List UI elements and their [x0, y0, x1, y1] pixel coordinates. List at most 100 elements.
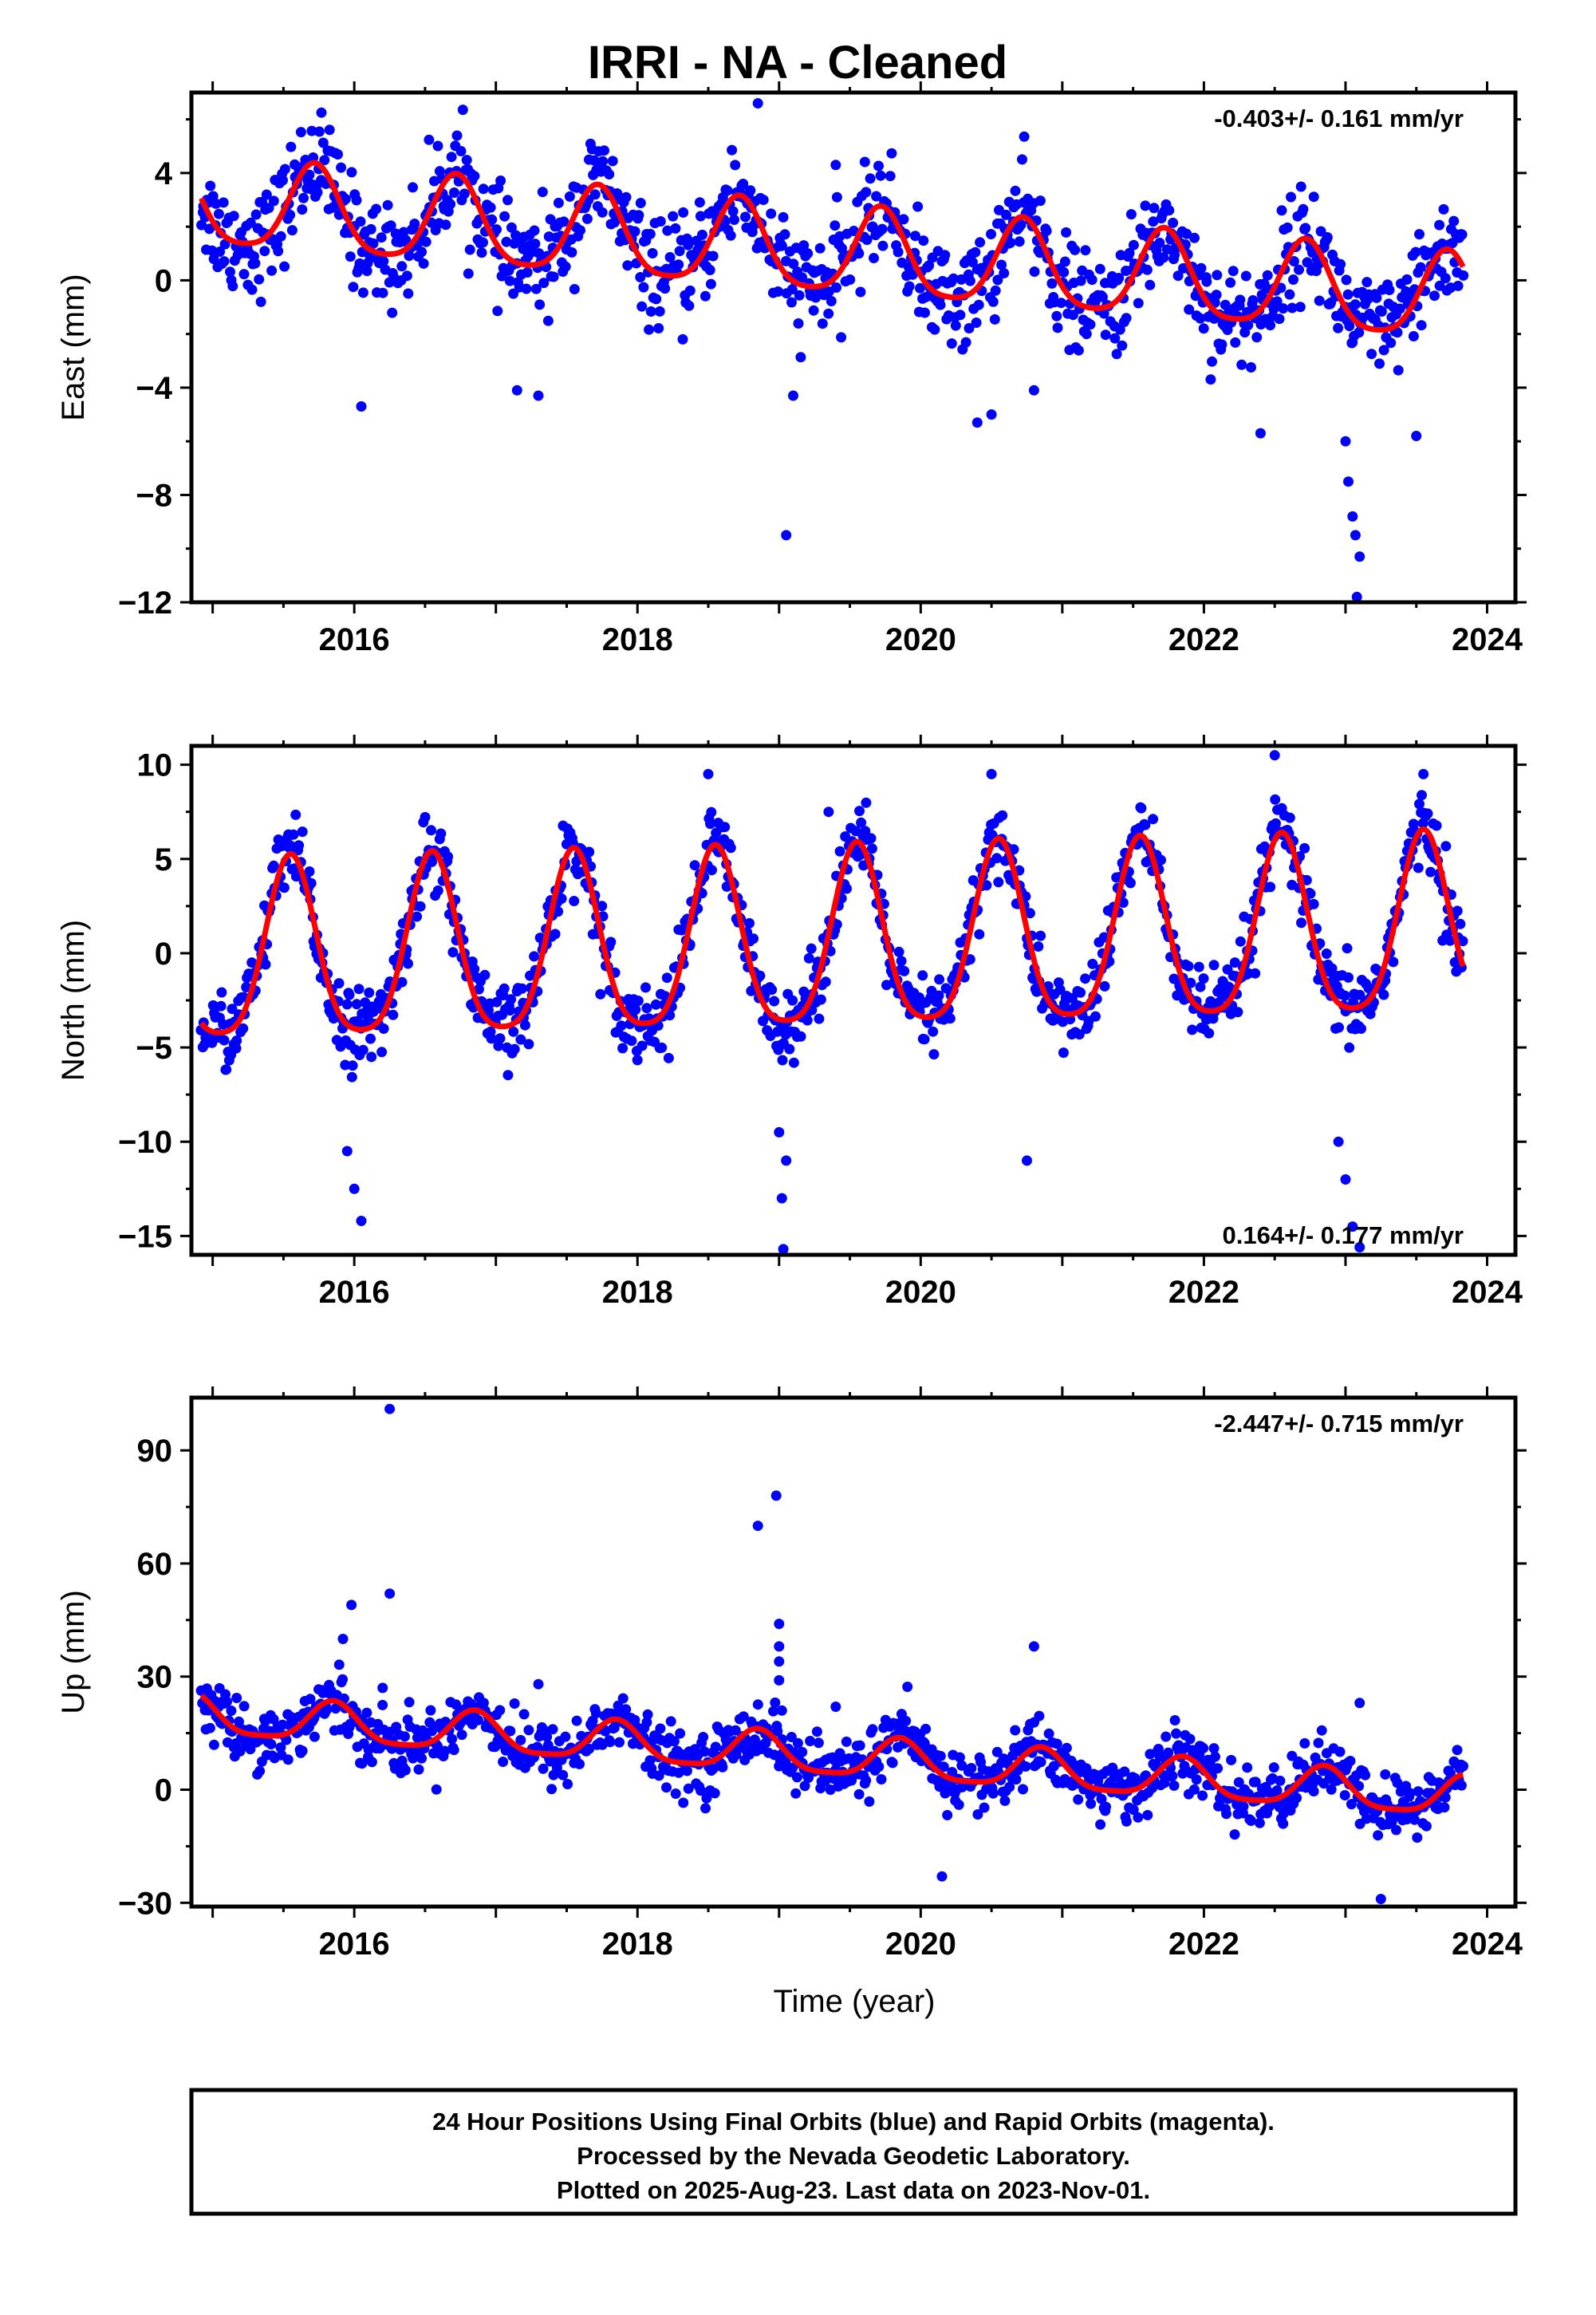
position-point: [828, 1773, 839, 1785]
position-point: [1271, 1785, 1283, 1796]
y-tick-label: 0: [155, 1773, 172, 1808]
position-point: [651, 294, 662, 305]
position-point: [979, 1802, 990, 1813]
position-point: [1356, 1023, 1366, 1034]
position-point: [717, 1761, 728, 1773]
position-point: [919, 1034, 930, 1045]
position-point: [846, 1775, 857, 1786]
position-point: [1225, 277, 1236, 288]
outlier-point: [1375, 1894, 1386, 1904]
position-point: [831, 282, 841, 293]
x-axis-label: Time (year): [774, 1984, 936, 2019]
position-point: [431, 1784, 442, 1795]
position-point: [1140, 200, 1151, 211]
outlier-point: [830, 1702, 841, 1712]
position-point: [706, 807, 717, 818]
position-point: [351, 999, 362, 1010]
position-point: [1458, 1761, 1468, 1772]
position-point: [788, 1057, 799, 1068]
position-point: [1147, 1782, 1158, 1793]
position-point: [727, 206, 739, 217]
position-point: [1334, 1746, 1346, 1757]
position-point: [354, 258, 365, 269]
position-point: [425, 1705, 436, 1716]
position-point: [1156, 854, 1166, 866]
position-point: [814, 243, 826, 254]
position-point: [231, 1043, 242, 1054]
position-point: [254, 274, 265, 285]
position-point: [1414, 799, 1425, 810]
x-tick-label: 2022: [1168, 622, 1239, 657]
position-point: [770, 1697, 781, 1708]
position-point: [305, 877, 317, 889]
position-point: [569, 896, 580, 906]
position-point: [886, 148, 897, 159]
position-point: [873, 160, 884, 172]
position-point: [991, 1746, 1003, 1757]
velocity-label: -0.403+/- 0.161 mm/yr: [1214, 105, 1464, 132]
outlier-point: [781, 530, 792, 541]
position-point: [795, 1031, 806, 1042]
position-point: [1288, 256, 1299, 266]
position-point: [806, 943, 817, 954]
position-point: [1121, 1816, 1132, 1827]
position-point: [1374, 358, 1385, 369]
position-point: [928, 1026, 939, 1037]
position-point: [831, 919, 842, 930]
position-point: [254, 1765, 266, 1777]
position-point: [408, 182, 418, 193]
position-point: [1195, 981, 1206, 992]
position-point: [396, 976, 408, 988]
position-point: [808, 305, 819, 316]
position-point: [605, 937, 617, 948]
position-point: [238, 269, 250, 280]
position-point: [605, 1737, 616, 1748]
position-point: [529, 225, 540, 236]
position-point: [1299, 1737, 1310, 1749]
position-point: [337, 1674, 348, 1685]
position-point: [928, 1049, 940, 1060]
position-point: [478, 183, 489, 195]
position-point: [558, 1769, 569, 1781]
position-point: [707, 865, 717, 876]
position-point: [948, 273, 959, 284]
position-point: [365, 1033, 376, 1044]
position-point: [304, 169, 315, 180]
position-point: [1086, 274, 1097, 286]
position-point: [826, 296, 837, 306]
position-point: [345, 251, 356, 262]
position-point: [443, 851, 454, 862]
position-point: [784, 1043, 795, 1055]
position-point: [1452, 1745, 1463, 1756]
position-point: [205, 180, 216, 191]
position-point: [1229, 1829, 1240, 1840]
position-point: [1164, 205, 1175, 216]
position-point: [865, 173, 876, 184]
position-point: [1342, 289, 1354, 300]
position-point: [1384, 285, 1395, 295]
position-point: [522, 267, 533, 278]
position-point: [502, 195, 513, 206]
position-point: [600, 1725, 611, 1737]
position-point: [730, 1725, 741, 1736]
position-point: [495, 1705, 506, 1716]
position-point: [351, 195, 362, 206]
position-point: [1438, 203, 1449, 215]
outlier-point: [781, 1155, 792, 1166]
position-point: [312, 187, 323, 198]
position-point: [841, 1736, 852, 1747]
outlier-point: [778, 1244, 789, 1255]
position-point: [766, 208, 777, 219]
position-point: [440, 219, 451, 231]
position-point: [803, 952, 814, 964]
position-point: [571, 1715, 582, 1726]
position-point: [681, 1765, 692, 1777]
y-tick-label: 60: [137, 1547, 173, 1582]
position-point: [1113, 273, 1125, 283]
position-point: [788, 258, 799, 270]
position-point: [213, 208, 224, 219]
position-point: [1315, 226, 1326, 237]
position-point: [636, 301, 648, 312]
position-point: [1376, 306, 1387, 317]
position-point: [1422, 808, 1433, 819]
